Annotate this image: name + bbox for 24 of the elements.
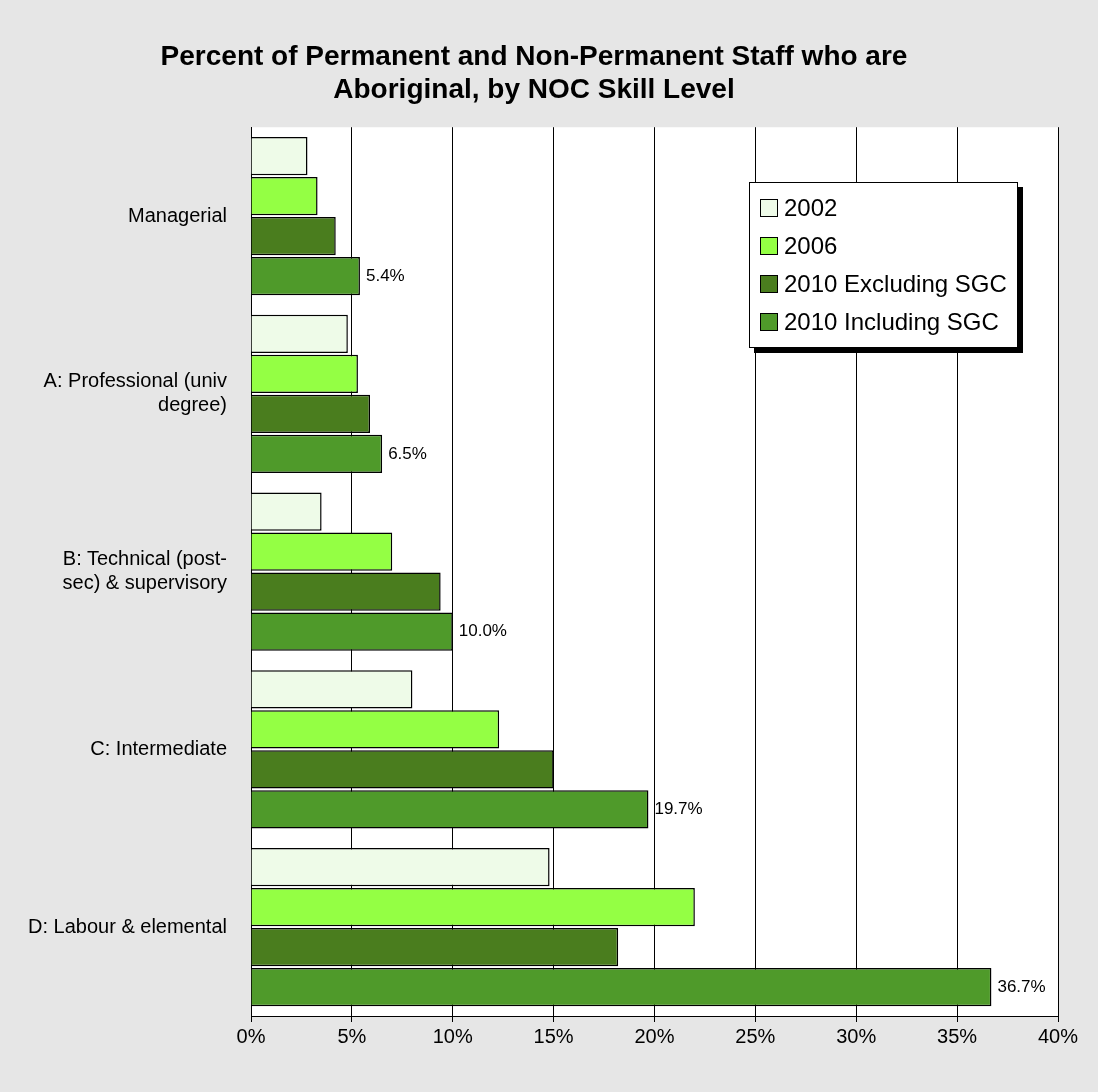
legend-label: 2006: [784, 231, 838, 262]
y-tick-label: B: Technical (post-sec) & supervisory: [62, 547, 227, 594]
data-label: 36.7%: [997, 976, 1046, 996]
y-tick-label: C: Intermediate: [90, 736, 227, 759]
y-tick-label: Managerial: [128, 203, 227, 226]
data-label: 19.7%: [654, 799, 703, 819]
y-tick-label: D: Labour & elemental: [27, 914, 227, 937]
x-tick-label: 15%: [533, 1024, 574, 1047]
legend-label: 2002: [784, 193, 838, 224]
x-tick-label: 0%: [236, 1024, 266, 1047]
x-tick-label: 20%: [634, 1024, 675, 1047]
legend-label: 2010 Excluding SGC: [784, 269, 1007, 300]
x-tick-label: 35%: [937, 1024, 978, 1047]
x-tick-label: 10%: [432, 1024, 473, 1047]
y-tick-label: A: Professional (univ degree): [43, 369, 227, 416]
chart-title: Percent of Permanent and Non-Permanent Staff who are Aboriginal, by NOC Skill Level: [160, 39, 908, 105]
x-tick-label: 40%: [1037, 1024, 1079, 1047]
data-label: 6.5%: [388, 443, 427, 463]
data-label: 5.4%: [365, 265, 405, 285]
x-tick-label: 30%: [836, 1024, 877, 1047]
x-tick-label: 25%: [735, 1024, 776, 1047]
x-tick-label: 5%: [337, 1024, 367, 1047]
data-label: 10.0%: [458, 621, 507, 641]
legend-label: 2010 Including SGC: [784, 307, 999, 338]
